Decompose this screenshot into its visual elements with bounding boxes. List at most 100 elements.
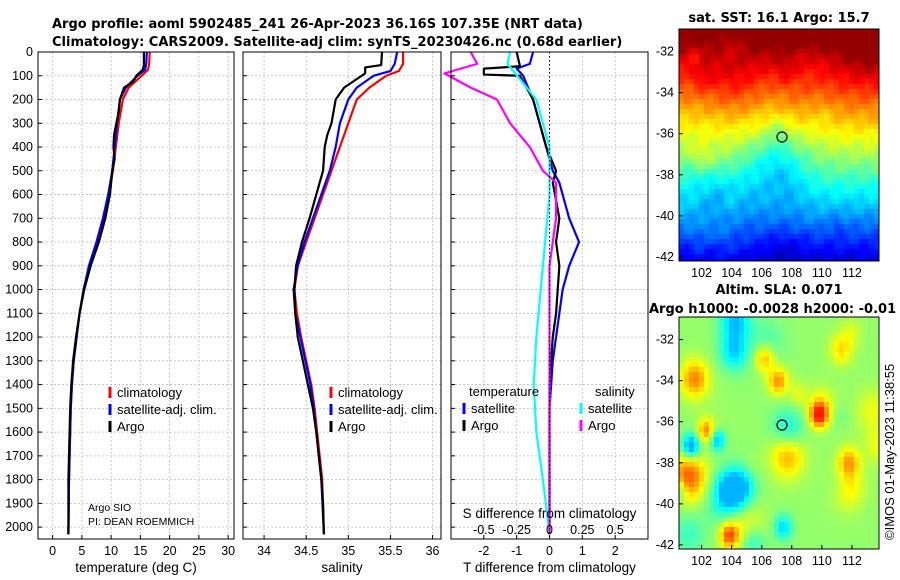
map-cell — [689, 144, 695, 150]
map-cell — [764, 234, 770, 240]
map-cell — [829, 34, 835, 40]
map-cell — [799, 482, 805, 488]
map-cell — [849, 497, 855, 503]
map-cell — [784, 382, 790, 388]
map-cell — [794, 317, 800, 323]
map-cell — [819, 332, 825, 338]
map-cell — [759, 119, 765, 125]
map-cell — [744, 352, 750, 358]
map-cell — [754, 219, 760, 225]
map-cell — [829, 129, 835, 135]
map-cell — [769, 199, 775, 205]
map-cell — [739, 507, 745, 513]
map-cell — [734, 542, 740, 548]
map-cell — [864, 337, 870, 343]
map-cell — [859, 29, 865, 35]
map-cell — [819, 327, 825, 333]
map-cell — [734, 347, 740, 353]
map-cell — [774, 49, 780, 55]
map-cell — [829, 547, 835, 549]
map-cell — [759, 507, 765, 513]
map-cell — [839, 204, 845, 210]
map-cell — [819, 204, 825, 210]
map-cell — [794, 422, 800, 428]
map-cell — [824, 517, 830, 523]
map-cell — [744, 199, 750, 205]
map-cell — [839, 327, 845, 333]
map-cell — [794, 357, 800, 363]
map-cell — [694, 512, 700, 518]
map-cell — [709, 184, 715, 190]
map-cell — [869, 357, 875, 363]
map-cell — [784, 437, 790, 443]
map-cell — [744, 129, 750, 135]
map-cell — [849, 174, 855, 180]
map-cell — [804, 352, 810, 358]
map-cell — [834, 239, 840, 245]
map-cell — [764, 337, 770, 343]
map-cell — [799, 109, 805, 115]
map-cell — [774, 214, 780, 220]
map-cell — [804, 447, 810, 453]
map-cell — [794, 219, 800, 225]
map-raster — [679, 317, 879, 549]
map-cell — [729, 322, 735, 328]
map-cell — [824, 432, 830, 438]
map-cell — [769, 452, 775, 458]
map-cell — [789, 492, 795, 498]
map-cell — [689, 94, 695, 100]
x-tick-label: 102 — [691, 266, 712, 280]
map-cell — [684, 64, 690, 70]
map-cell — [699, 184, 705, 190]
map-cell — [779, 49, 785, 55]
map-cell — [799, 204, 805, 210]
map-cell — [714, 487, 720, 493]
map-cell — [819, 104, 825, 110]
map-cell — [784, 342, 790, 348]
map-cell — [834, 229, 840, 235]
map-cell — [764, 417, 770, 423]
map-cell — [759, 184, 765, 190]
map-cell — [854, 144, 860, 150]
map-cell — [734, 64, 740, 70]
map-cell — [739, 397, 745, 403]
map-cell — [849, 109, 855, 115]
map-cell — [749, 457, 755, 463]
map-cell — [739, 467, 745, 473]
map-cell — [719, 34, 725, 40]
map-cell — [719, 239, 725, 245]
map-cell — [769, 417, 775, 423]
map-cell — [759, 129, 765, 135]
map-cell — [689, 59, 695, 65]
map-cell — [819, 254, 825, 260]
map-cell — [704, 69, 710, 75]
map-cell — [749, 109, 755, 115]
map-cell — [779, 512, 785, 518]
map-cell — [824, 124, 830, 130]
map-cell — [844, 477, 850, 483]
map-cell — [759, 109, 765, 115]
map-cell — [749, 99, 755, 105]
map-cell — [834, 512, 840, 518]
map-cell — [824, 159, 830, 165]
map-cell — [699, 392, 705, 398]
map-cell — [869, 322, 875, 328]
map-cell — [844, 372, 850, 378]
map-cell — [704, 64, 710, 70]
map-cell — [754, 427, 760, 433]
map-cell — [699, 507, 705, 513]
map-cell — [854, 542, 860, 548]
map-cell — [779, 84, 785, 90]
map-cell — [864, 342, 870, 348]
map-cell — [854, 189, 860, 195]
map-cell — [694, 357, 700, 363]
map-cell — [699, 134, 705, 140]
map-cell — [759, 204, 765, 210]
map-cell — [844, 89, 850, 95]
map-cell — [854, 357, 860, 363]
map-cell — [699, 412, 705, 418]
map-cell — [864, 437, 870, 443]
map-cell — [694, 412, 700, 418]
map-cell — [734, 432, 740, 438]
map-cell — [759, 452, 765, 458]
